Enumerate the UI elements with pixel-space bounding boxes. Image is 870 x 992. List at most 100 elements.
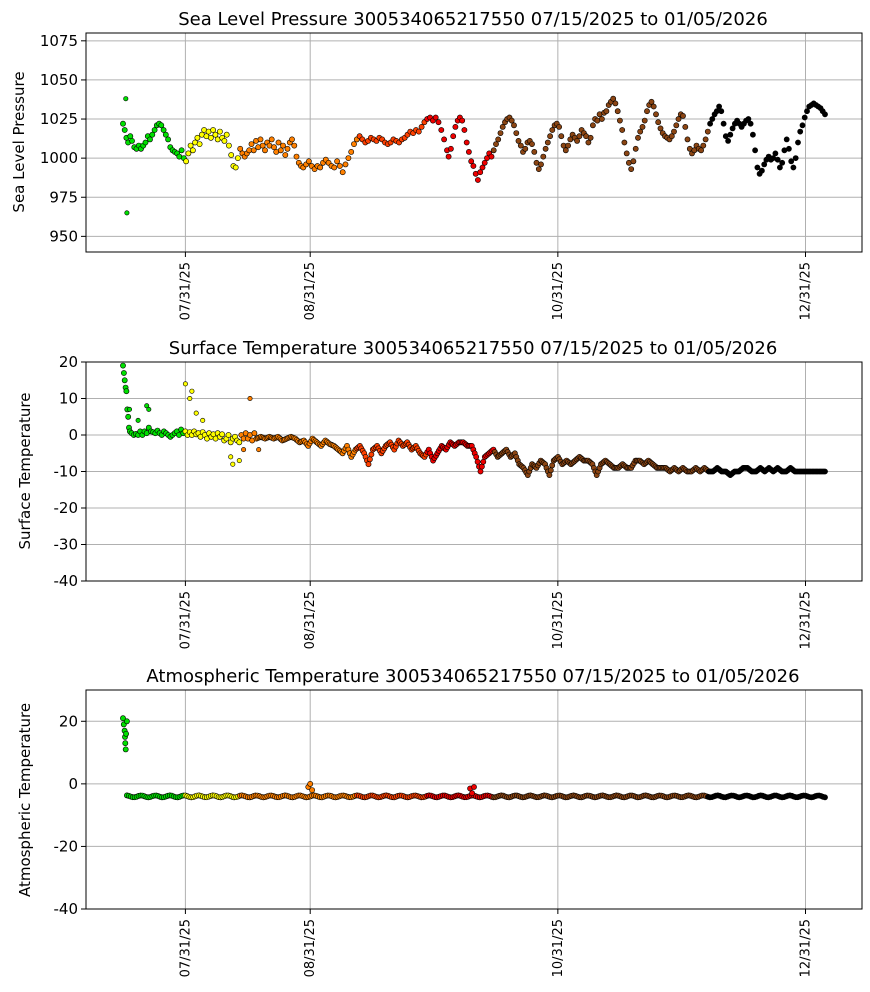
data-point (542, 145, 549, 152)
x-tick-label: 12/31/25 (799, 919, 814, 977)
data-point (435, 119, 442, 126)
data-point (745, 116, 752, 122)
data-point (289, 136, 295, 143)
data-point (366, 456, 373, 463)
data-point (223, 131, 230, 138)
data-point (196, 141, 203, 147)
data-point (511, 122, 517, 129)
data-point (777, 164, 783, 171)
data-point (671, 128, 677, 135)
data-point (790, 164, 797, 171)
y-tick-label: 975 (49, 188, 78, 206)
data-point (650, 103, 657, 110)
data-point (707, 120, 713, 127)
data-point (250, 147, 257, 154)
outlier-point (189, 388, 195, 394)
data-point (473, 453, 480, 460)
axis-ticks: -40 -20 0 20 07/31/25 08/31/25 10/31/25 12/31/2… (54, 712, 814, 977)
data-point (477, 468, 484, 475)
y-tick-label: 1025 (40, 110, 78, 128)
data-point (162, 131, 169, 138)
data-point (212, 131, 219, 138)
data-point (336, 163, 343, 169)
data-point (610, 95, 617, 102)
y-tick-label: -40 (54, 572, 79, 590)
data-point (585, 139, 592, 146)
data-point (284, 145, 291, 152)
data-point (122, 740, 129, 747)
data-point (587, 134, 594, 141)
data-point (225, 142, 232, 149)
data-point (680, 113, 686, 119)
data-point (123, 388, 130, 395)
grid (86, 361, 862, 582)
data-point (251, 430, 258, 437)
data-point (565, 142, 571, 149)
x-tick-label: 08/31/25 (303, 262, 318, 320)
axis-ticks: 950 975 1000 1025 1050 1075 07/31/25 08/31/25 10… (40, 32, 814, 321)
y-tick-label: -20 (54, 837, 79, 855)
data-point (499, 124, 506, 130)
data-point (236, 439, 243, 446)
data-point (120, 120, 126, 127)
data-point (317, 164, 324, 171)
data-point (558, 133, 565, 140)
data-point (493, 141, 499, 147)
data-point (183, 158, 189, 165)
outlier-point (124, 210, 130, 216)
data-point (331, 164, 338, 171)
data-point (351, 141, 357, 147)
chart-title: Surface Temperature 300534065217550 07/1… (169, 338, 778, 359)
data-point (461, 127, 468, 133)
y-tick-label: 10 (59, 390, 78, 408)
data-point (684, 136, 691, 143)
data-point (513, 130, 520, 136)
data-point (465, 148, 472, 155)
axis-ticks: -40 -30 -20 -10 0 10 20 07/31/25 08/31/25 10/31/2… (54, 353, 814, 649)
data-point (540, 153, 547, 160)
data-point (716, 103, 722, 110)
data-point (497, 130, 504, 136)
panel-sea-level-pressure: Sea Level Pressure 300534065217550 07/15… (10, 9, 863, 321)
data-point (479, 164, 486, 171)
data-point (293, 153, 300, 160)
data-point (576, 133, 583, 140)
data-point (432, 114, 439, 121)
grid (86, 690, 862, 910)
y-tick-label: 950 (49, 227, 78, 245)
data-point (546, 472, 553, 478)
data-point (257, 136, 264, 143)
data-point (698, 147, 704, 154)
data-point (648, 98, 655, 105)
data-point (280, 142, 286, 149)
data-point (547, 133, 553, 140)
data-point (668, 133, 675, 140)
data-point (675, 116, 682, 122)
data-point (120, 362, 126, 369)
data-point (291, 142, 298, 149)
data-point (544, 139, 551, 146)
data-point (488, 153, 495, 160)
data-point (158, 122, 165, 129)
data-point (720, 120, 727, 127)
outlier-point (144, 403, 150, 409)
data-point (490, 147, 497, 154)
data-point (628, 166, 635, 172)
data-point (682, 124, 689, 130)
data-point (529, 141, 535, 147)
data-point (653, 111, 659, 118)
data-point (474, 458, 481, 465)
data-point (334, 158, 340, 165)
data-points (120, 715, 828, 801)
data-point (729, 125, 736, 132)
data-point (219, 431, 225, 438)
x-tick-label: 10/31/25 (551, 919, 566, 977)
data-point (635, 134, 641, 141)
data-point (309, 787, 315, 793)
data-point (225, 432, 232, 438)
data-point (248, 141, 255, 147)
data-point (704, 128, 711, 135)
data-point (470, 163, 477, 169)
y-tick-label: 0 (68, 775, 78, 793)
data-point (216, 128, 223, 135)
